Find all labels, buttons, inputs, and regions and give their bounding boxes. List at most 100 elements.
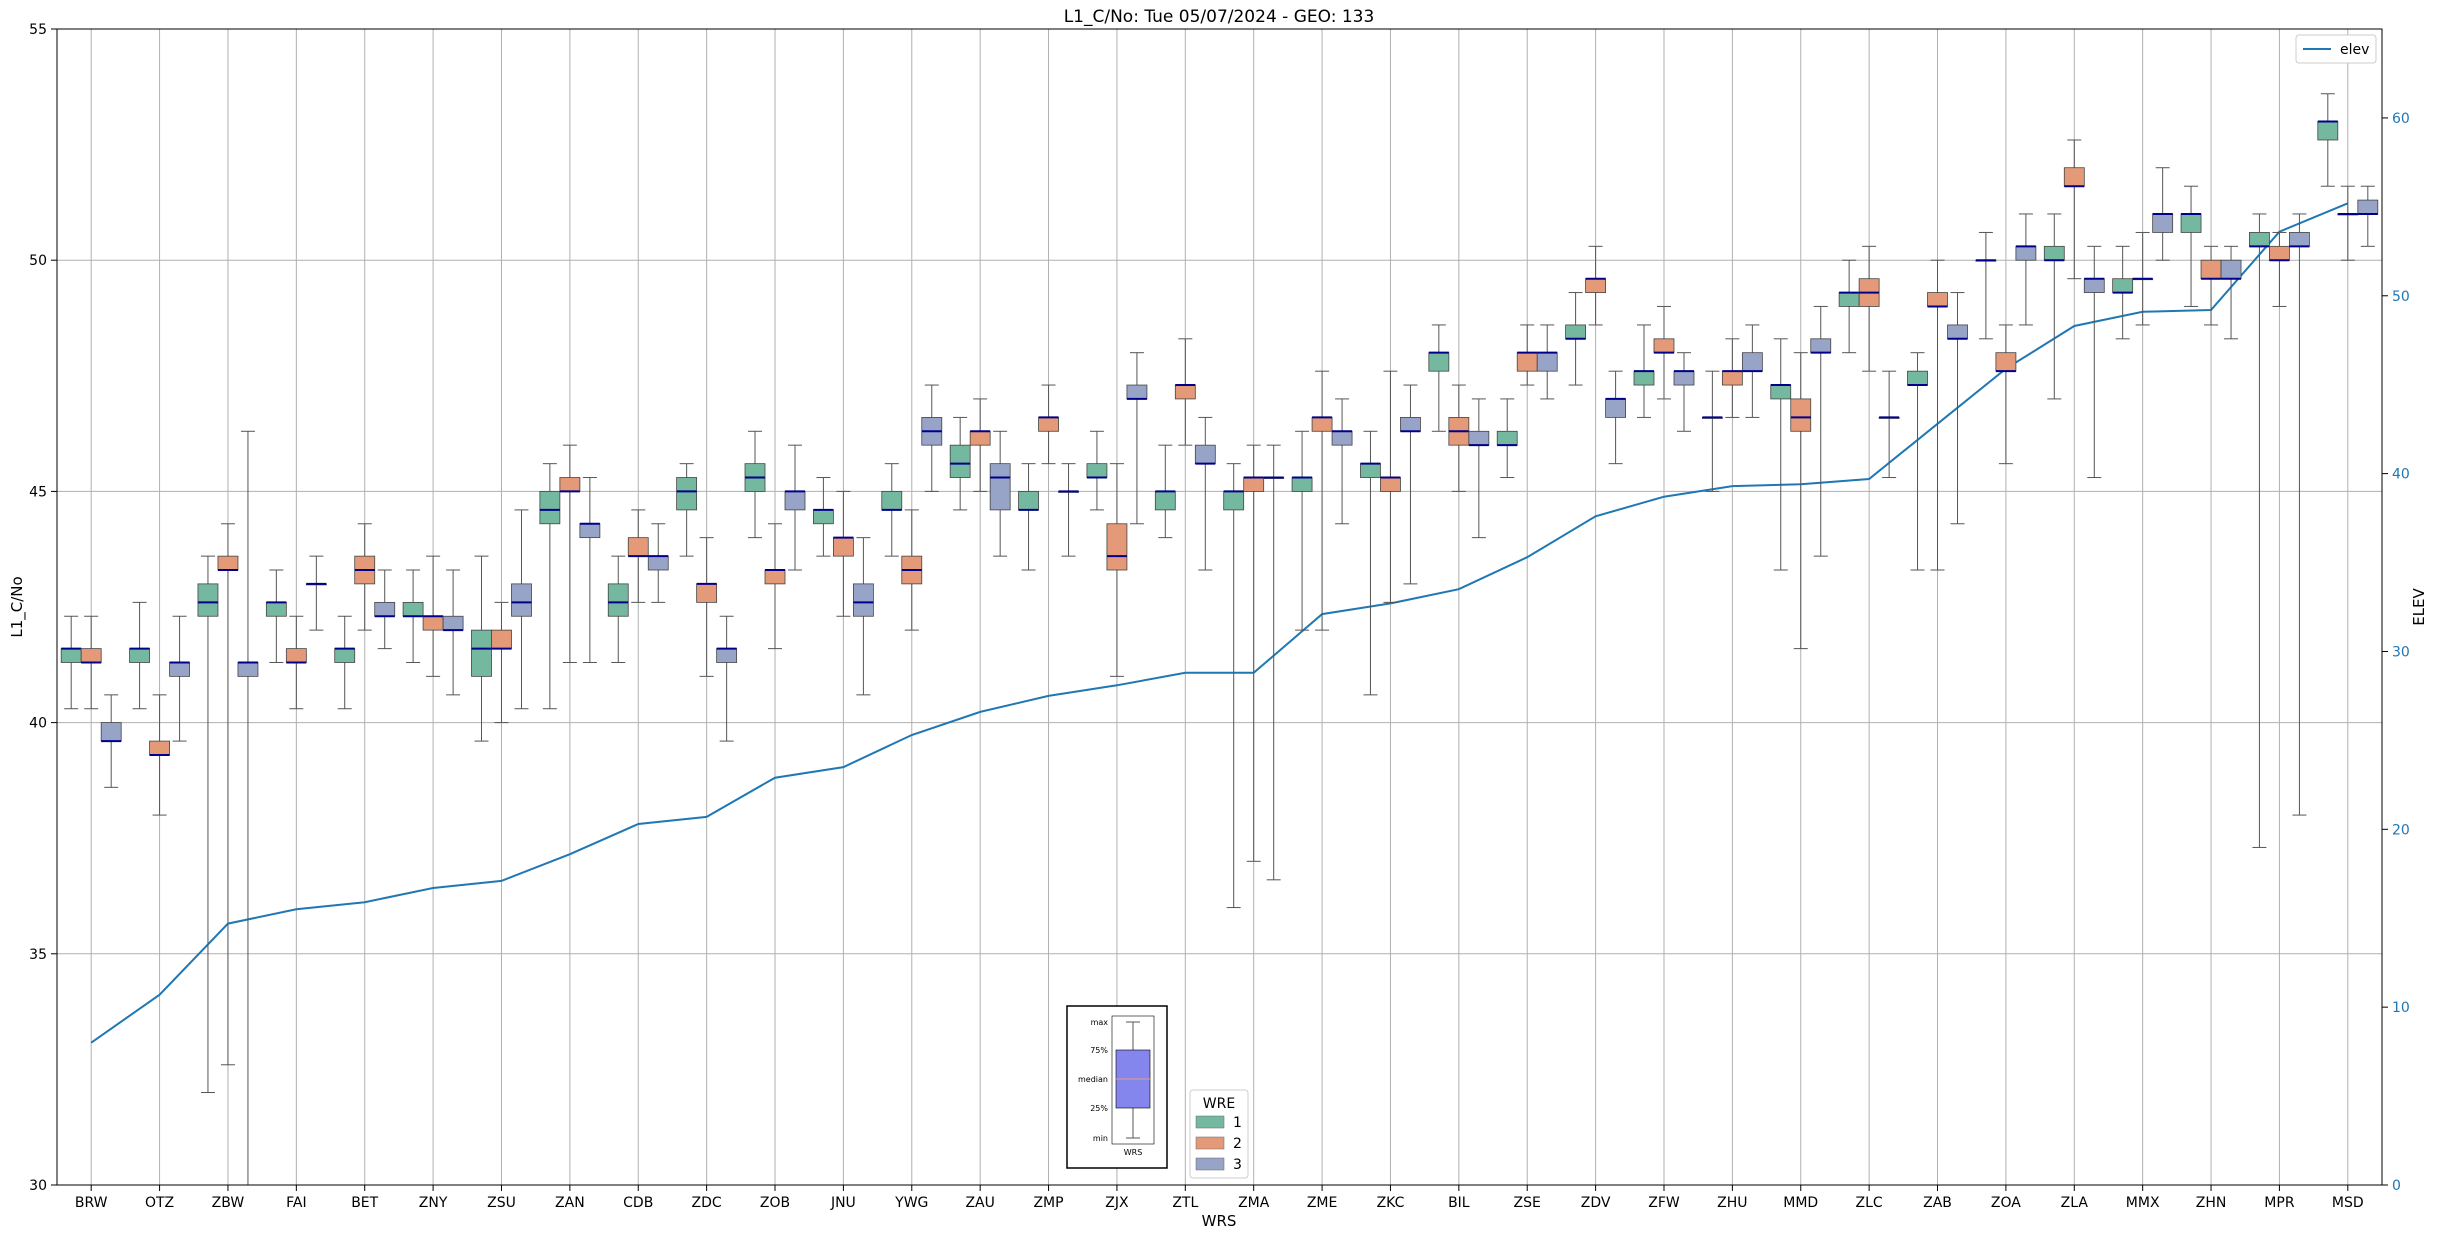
box-ZOB-wre2 [764, 523, 786, 650]
box-ZFW-wre2 [1653, 305, 1675, 400]
box-ZLA-wre1 [2043, 213, 2065, 400]
x-tick-label: MPR [2264, 1195, 2295, 1211]
box-ZHU-wre2 [1721, 338, 1743, 418]
box-key-x-label: WRS [1124, 1148, 1143, 1157]
x-tick-label: ZAB [1923, 1195, 1952, 1211]
iqr-box [511, 583, 532, 617]
iqr-box [832, 537, 854, 557]
box-MMX-wre2 [2132, 231, 2154, 326]
box-ZAB-wre2 [1927, 259, 1948, 571]
x-tick-label: ZSU [487, 1195, 516, 1211]
box-MPR-wre3 [2289, 213, 2310, 816]
iqr-box [696, 583, 718, 603]
iqr-box [852, 583, 874, 617]
iqr-box [989, 463, 1011, 511]
box-key-q3-label: 75% [1090, 1046, 1108, 1055]
box-YWG-wre1 [881, 463, 903, 557]
box-YWG-wre3 [921, 384, 943, 492]
box-FAI-wre3 [305, 555, 327, 631]
iqr-box [1496, 430, 1518, 446]
box-OTZ-wre3 [169, 615, 190, 742]
x-tick-label: ZMA [1238, 1195, 1270, 1211]
elev-legend-frame [2295, 34, 2377, 64]
iqr-box [812, 509, 834, 525]
x-tick-label: ZJX [1105, 1195, 1129, 1211]
iqr-box [1106, 523, 1128, 571]
box-ZHU-wre1 [1701, 370, 1723, 492]
iqr-box [716, 648, 738, 663]
iqr-box [2269, 245, 2290, 261]
box-ZLC-wre1 [1838, 259, 1860, 354]
box-OTZ-wre2 [149, 694, 170, 816]
x-tick-label: ZKC [1377, 1195, 1405, 1211]
x-tick-label: ZLC [1856, 1195, 1883, 1211]
box-ZOA-wre2 [1995, 324, 2017, 465]
iqr-box [1536, 352, 1558, 372]
box-BET-wre3 [374, 569, 396, 650]
y2-tick-label: 10 [2392, 1000, 2410, 1016]
box-ZMP-wre2 [1038, 384, 1059, 465]
x-tick-label: ZOB [760, 1195, 790, 1211]
box-key-q1-label: 25% [1090, 1104, 1108, 1113]
box-ZNY-wre1 [402, 569, 424, 663]
iqr-box [2015, 245, 2037, 261]
iqr-box [217, 555, 239, 571]
box-ZBW-wre3 [237, 430, 259, 1185]
y-axis-label: L1_C/No [8, 576, 27, 637]
box-MMD-wre2 [1790, 352, 1812, 650]
chart-title: L1_C/No: Tue 05/07/2024 - GEO: 133 [1064, 7, 1375, 27]
box-JNU-wre2 [832, 490, 854, 617]
box-key-inset: max 75% median 25% min WRS [1066, 1005, 1168, 1169]
x-tick-label: OTZ [145, 1195, 174, 1211]
x-tick-label: ZBW [212, 1195, 245, 1211]
iqr-box [2357, 199, 2379, 215]
x-axis-label: WRS [1202, 1212, 1237, 1230]
box-MMD-wre1 [1770, 338, 1792, 571]
x-tick-label: BET [351, 1195, 378, 1211]
y-tick-label: 50 [29, 253, 47, 269]
box-ZNY-wre2 [422, 555, 444, 677]
iqr-box [1995, 352, 2017, 372]
iqr-box [2180, 213, 2202, 233]
box-key-max-label: max [1091, 1018, 1109, 1027]
iqr-box [1741, 352, 1763, 372]
box-ZDV-wre1 [1565, 292, 1587, 386]
iqr-box [374, 601, 396, 617]
iqr-box [169, 662, 190, 677]
iqr-box [1770, 384, 1792, 400]
x-tick-label: ZHU [1717, 1195, 1747, 1211]
x-tick-label: ZME [1307, 1195, 1338, 1211]
x-tick-label: ZOA [1991, 1195, 2021, 1211]
iqr-box [1790, 398, 1812, 432]
wre-legend-title: WRE [1203, 1096, 1235, 1112]
iqr-box [949, 444, 971, 478]
box-FAI-wre1 [265, 569, 287, 663]
box-ZKC-wre1 [1360, 430, 1381, 696]
box-YWG-wre2 [901, 509, 923, 631]
iqr-box [334, 648, 356, 663]
box-ZSU-wre3 [511, 509, 532, 710]
iqr-box [881, 490, 903, 511]
iqr-box [1907, 370, 1928, 386]
iqr-box [559, 477, 581, 492]
box-ZMA-wre1 [1223, 463, 1245, 909]
x-tick-label: JNU [830, 1195, 856, 1211]
box-key-min-label: min [1093, 1134, 1108, 1143]
iqr-box [2220, 259, 2242, 280]
x-tick-label: MMX [2126, 1195, 2160, 1211]
iqr-box [1243, 477, 1265, 492]
box-ZKC-wre3 [1400, 384, 1421, 585]
iqr-box [2152, 213, 2174, 233]
iqr-box [1311, 417, 1333, 432]
iqr-box [1038, 417, 1059, 432]
iqr-box [1585, 278, 1607, 293]
iqr-box [100, 722, 122, 742]
x-tick-label: ZFW [1648, 1195, 1680, 1211]
box-ZSE-wre3 [1536, 324, 1558, 400]
box-ZHN-wre3 [2220, 245, 2242, 340]
iqr-box [1154, 490, 1176, 511]
iqr-box [2249, 232, 2270, 247]
x-tick-label: MSD [2332, 1195, 2364, 1211]
